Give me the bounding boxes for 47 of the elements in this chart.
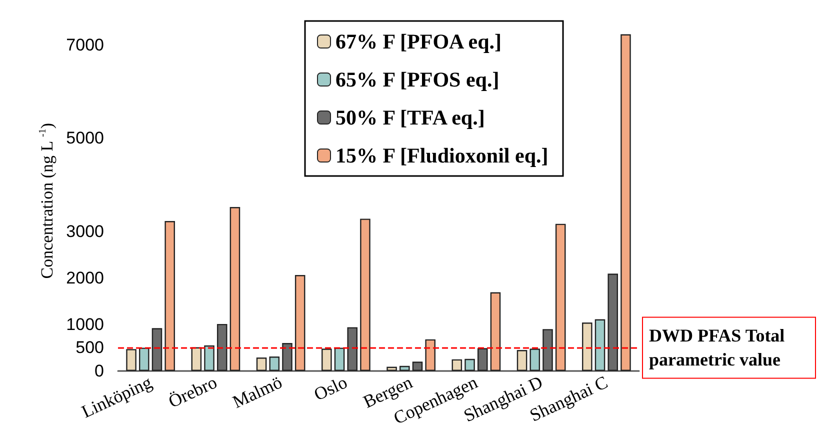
legend-label: 67% F [PFOA eq.]	[336, 30, 502, 54]
y-tick-label: 2000	[66, 268, 104, 288]
bar	[452, 359, 462, 371]
y-tick-label: 500	[76, 338, 104, 358]
bar	[530, 348, 540, 371]
bar	[386, 366, 397, 371]
bar	[294, 275, 306, 371]
y-tick-label: 3000	[66, 222, 104, 241]
x-tick-label: Oslo	[310, 372, 350, 404]
bar	[608, 274, 618, 371]
bar	[322, 348, 332, 371]
bar	[334, 348, 345, 371]
legend-label: 15% F [Fludioxonil eq.]	[336, 144, 548, 168]
bar	[191, 347, 202, 371]
bar	[555, 224, 566, 371]
bar	[282, 343, 292, 371]
y-axis-title: Concentration (ng L -1)	[37, 122, 56, 279]
bar	[399, 366, 410, 371]
bar	[542, 329, 553, 371]
bar	[412, 362, 423, 371]
bar	[204, 345, 214, 371]
bar	[620, 34, 631, 371]
legend-label: 50% F [TFA eq.]	[336, 106, 485, 130]
bar	[230, 207, 240, 371]
y-tick-label: 7000	[66, 35, 104, 54]
legend-label: 65% F [PFOS eq.]	[336, 68, 500, 92]
bar	[138, 348, 150, 371]
bar	[126, 349, 136, 371]
bar	[216, 324, 228, 371]
bar	[464, 358, 475, 371]
y-tick-label: 1000	[66, 314, 104, 334]
bar	[269, 356, 280, 371]
bar	[152, 328, 162, 371]
bar	[490, 292, 501, 371]
y-tick-label: 0	[94, 362, 104, 380]
ref-line-label: DWD PFAS Total parametric value	[649, 326, 790, 370]
bar	[347, 327, 358, 371]
bar	[516, 350, 528, 371]
y-tick-label: 5000	[66, 128, 104, 148]
bar	[164, 221, 175, 371]
bar	[582, 322, 592, 371]
bar	[477, 348, 488, 371]
bar	[256, 357, 267, 371]
bar	[360, 218, 370, 371]
bar	[425, 339, 436, 371]
x-tick-label: Örebro	[165, 372, 220, 412]
bar	[594, 319, 606, 371]
